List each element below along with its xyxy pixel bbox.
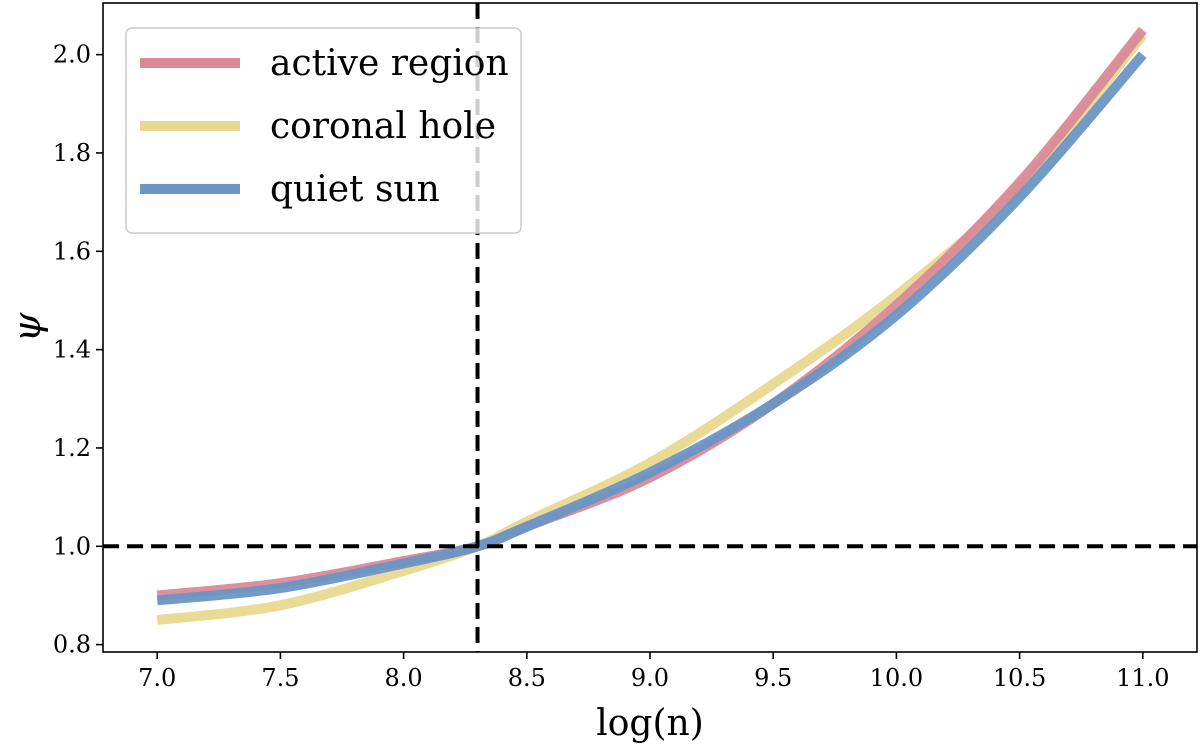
x-tick-label: 11.0 <box>1116 664 1169 692</box>
x-axis-label: log(n) <box>596 703 704 744</box>
legend: active region coronal hole quiet sun <box>125 27 522 234</box>
series-group <box>156 26 1147 626</box>
y-axis-label: ψ <box>5 311 49 342</box>
y-tick-label: 1.4 <box>53 336 91 364</box>
y-tick-label: 0.8 <box>53 631 91 659</box>
y-tick-label: 1.6 <box>53 237 91 265</box>
legend-label-quiet-sun: quiet sun <box>270 169 440 210</box>
legend-label-coronal-hole: coronal hole <box>270 106 496 147</box>
y-tick-label: 1.0 <box>53 532 91 560</box>
legend-label-active-region: active region <box>270 43 509 84</box>
axes: 7.0 7.5 8.0 8.5 9.0 9.5 10.0 10.5 11.0 0.8 1.0 1.2 1… <box>5 2 1198 744</box>
x-tick-label: 8.5 <box>508 664 546 692</box>
x-tick-label: 9.5 <box>754 664 792 692</box>
x-tick-label: 7.0 <box>138 664 176 692</box>
x-tick-label: 7.5 <box>261 664 299 692</box>
y-tick-label: 1.2 <box>53 434 91 462</box>
x-tick-label: 10.5 <box>993 664 1046 692</box>
legend-box <box>125 27 522 234</box>
x-tick-label: 8.0 <box>385 664 423 692</box>
y-tick-label: 2.0 <box>53 41 91 69</box>
series-line-quiet-sun <box>156 51 1147 606</box>
x-tick-label: 9.0 <box>631 664 669 692</box>
y-tick-label: 1.8 <box>53 139 91 167</box>
x-tick-label: 10.0 <box>870 664 923 692</box>
